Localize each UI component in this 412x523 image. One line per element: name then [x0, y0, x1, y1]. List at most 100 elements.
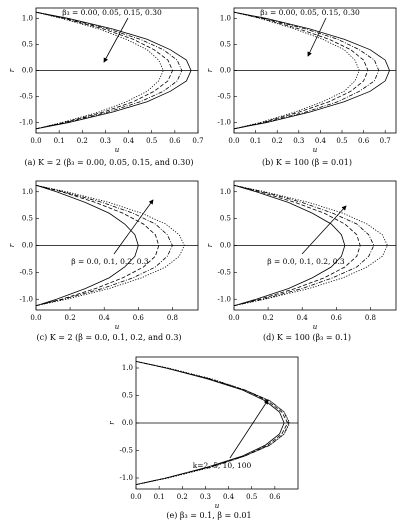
y-tick-label: -1.0: [218, 119, 232, 127]
y-tick-label: 1.0: [220, 14, 231, 22]
y-tick-label: 1.0: [122, 364, 133, 372]
y-tick-label: 0.5: [22, 215, 33, 223]
x-tick-label: 0.2: [65, 314, 76, 322]
x-tick-label: 0.5: [146, 137, 157, 145]
profile-curve: [35, 184, 173, 307]
y-tick-label: -0.5: [218, 268, 232, 276]
x-tick-label: 0.3: [200, 493, 211, 501]
x-tick-label: 0.2: [272, 137, 283, 145]
caption: (e) β₃ = 0.1, β = 0.01: [166, 511, 251, 520]
x-tick-label: 0.7: [192, 137, 203, 145]
x-tick-label: 0.7: [380, 137, 391, 145]
y-axis-label: r: [8, 243, 16, 247]
x-tick-label: 0.6: [169, 137, 181, 145]
arrow: [307, 17, 327, 57]
x-tick-label: 0.0: [228, 314, 239, 322]
x-tick-label: 0.4: [297, 314, 309, 322]
annotation: β = 0.0, 0.1, 0.2, 0.3: [71, 257, 149, 266]
profile-curve: [35, 184, 139, 307]
profile-curve: [233, 11, 369, 130]
x-axis-label: u: [115, 323, 120, 331]
y-tick-label: 1.0: [22, 188, 33, 196]
y-tick-label: -1.0: [120, 474, 134, 482]
y-axis-label: r: [8, 68, 16, 72]
caption: (a) K = 2 (β₃ = 0.00, 0.05, 0.15, and 0.…: [25, 158, 194, 167]
profile-curve: [233, 184, 346, 307]
y-tick-label: -0.5: [20, 268, 34, 276]
x-tick-label: 0.0: [228, 137, 239, 145]
x-tick-label: 0.0: [130, 493, 141, 501]
x-tick-label: 0.4: [315, 137, 327, 145]
caption: (d) K = 100 (β₃ = 0.1): [263, 333, 351, 342]
x-tick-label: 0.6: [269, 493, 281, 501]
x-axis-label: u: [215, 502, 220, 510]
annotation: β₃ = 0.00, 0.05, 0.15, 0.30: [260, 8, 360, 17]
x-axis-label: u: [115, 146, 120, 154]
arrow: [103, 17, 129, 63]
y-tick-label: -0.5: [218, 93, 232, 101]
x-tick-label: 0.3: [100, 137, 111, 145]
profile-curve: [233, 184, 361, 307]
x-axis-label: u: [313, 323, 318, 331]
profile-curve: [135, 361, 289, 485]
x-tick-label: 0.6: [133, 314, 145, 322]
profile-curve: [35, 184, 160, 307]
y-tick-label: 0.0: [220, 67, 231, 75]
x-tick-label: 0.5: [336, 137, 347, 145]
x-tick-label: 0.2: [263, 314, 274, 322]
profile-curve: [35, 11, 173, 130]
y-tick-label: 0.5: [220, 215, 231, 223]
y-axis-label: r: [108, 421, 116, 425]
y-axis-label: r: [206, 243, 214, 247]
profile-curve: [35, 184, 185, 307]
x-tick-label: 0.1: [250, 137, 261, 145]
arrow: [301, 205, 347, 255]
profile-curve: [35, 11, 192, 130]
y-tick-label: 1.0: [22, 14, 33, 22]
profile-curve: [135, 361, 285, 485]
y-tick-label: 0.0: [122, 419, 133, 427]
annotation: k=2, 5, 10, 100: [193, 461, 252, 470]
y-tick-label: -1.0: [20, 295, 34, 303]
y-tick-label: 1.0: [220, 188, 231, 196]
annotation: β = 0.0, 0.1, 0.2, 0.3: [267, 257, 345, 266]
y-tick-label: 0.5: [122, 392, 133, 400]
profile-curve: [233, 11, 380, 130]
profile-curve: [35, 11, 164, 130]
y-tick-label: -1.0: [218, 295, 232, 303]
caption: (b) K = 100 (β = 0.01): [262, 158, 352, 167]
arrow: [229, 399, 269, 459]
x-tick-label: 0.2: [77, 137, 88, 145]
y-tick-label: -0.5: [20, 93, 34, 101]
profile-curve: [233, 11, 390, 130]
arrow: [113, 199, 154, 255]
x-axis-label: u: [313, 146, 318, 154]
y-tick-label: 0.0: [22, 67, 33, 75]
y-tick-label: 0.0: [220, 242, 231, 250]
profile-curve: [135, 361, 290, 485]
profile-curve: [35, 11, 183, 130]
x-tick-label: 0.8: [365, 314, 376, 322]
x-tick-label: 0.1: [154, 493, 165, 501]
x-tick-label: 0.3: [293, 137, 304, 145]
x-tick-label: 0.0: [30, 314, 41, 322]
profile-curve: [233, 184, 375, 307]
caption: (c) K = 2 (β = 0.0, 0.1, 0.2, and 0.3): [36, 333, 181, 342]
y-axis-label: r: [206, 68, 214, 72]
x-tick-label: 0.5: [246, 493, 257, 501]
x-tick-label: 0.0: [30, 137, 41, 145]
x-tick-label: 0.4: [123, 137, 135, 145]
y-tick-label: 0.5: [220, 40, 231, 48]
x-tick-label: 0.2: [177, 493, 188, 501]
x-tick-label: 0.1: [54, 137, 65, 145]
x-tick-label: 0.6: [358, 137, 370, 145]
profile-curve: [135, 361, 291, 485]
y-tick-label: 0.5: [22, 40, 33, 48]
x-tick-label: 0.4: [223, 493, 235, 501]
x-tick-label: 0.8: [167, 314, 178, 322]
profile-curve: [233, 11, 360, 130]
y-tick-label: -0.5: [120, 447, 134, 455]
annotation: β₃ = 0.00, 0.05, 0.15, 0.30: [62, 8, 162, 17]
y-tick-label: 0.0: [22, 242, 33, 250]
